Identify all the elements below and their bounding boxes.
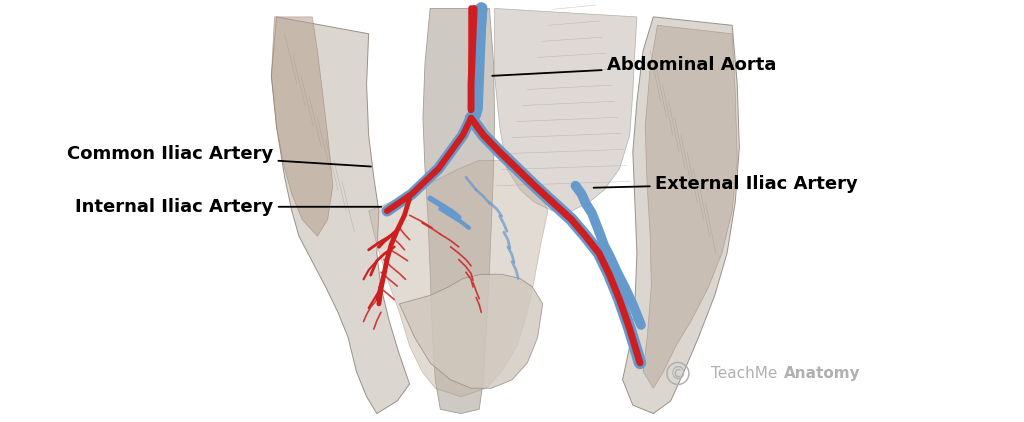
- Text: ©: ©: [670, 365, 686, 382]
- Polygon shape: [643, 25, 737, 388]
- Text: External Iliac Artery: External Iliac Artery: [594, 175, 858, 192]
- Text: Common Iliac Artery: Common Iliac Artery: [67, 145, 371, 167]
- Polygon shape: [271, 17, 410, 414]
- Text: TeachMe: TeachMe: [711, 366, 777, 381]
- Polygon shape: [271, 17, 333, 236]
- Text: Abdominal Aorta: Abdominal Aorta: [493, 57, 776, 76]
- Polygon shape: [423, 8, 495, 414]
- Text: Anatomy: Anatomy: [784, 366, 861, 381]
- Polygon shape: [399, 274, 543, 388]
- Text: Internal Iliac Artery: Internal Iliac Artery: [75, 198, 381, 216]
- Polygon shape: [369, 160, 548, 397]
- Polygon shape: [623, 17, 739, 414]
- Polygon shape: [495, 8, 637, 211]
